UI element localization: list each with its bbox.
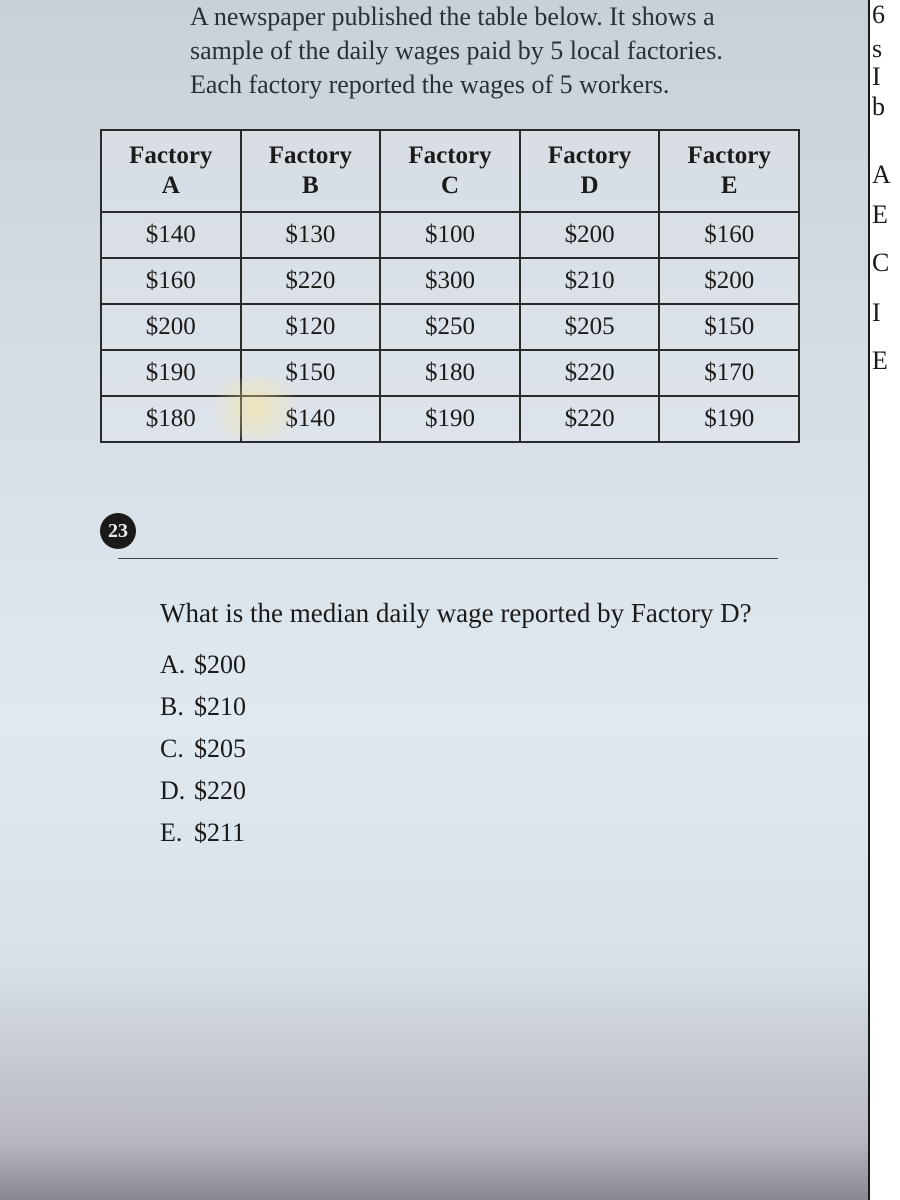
table-row: $200 $120 $250 $205 $150 — [101, 304, 799, 350]
table-row: $180 $140 $190 $220 $190 — [101, 396, 799, 442]
cell: $200 — [659, 258, 799, 304]
cell: $140 — [241, 396, 381, 442]
choice-a: A.$200 — [160, 650, 800, 680]
cell: $120 — [241, 304, 381, 350]
edge-fragment: E — [872, 200, 896, 230]
question-number-badge: 23 — [100, 513, 136, 549]
intro-text: A newspaper published the table below. I… — [100, 0, 800, 101]
cell: $190 — [101, 350, 241, 396]
cell: $100 — [380, 212, 520, 258]
cell: $180 — [101, 396, 241, 442]
edge-fragment: I — [872, 298, 896, 328]
question-text: What is the median daily wage reported b… — [100, 595, 800, 631]
wage-table: FactoryA FactoryB FactoryC FactoryD Fact… — [100, 129, 800, 443]
col-header-c: FactoryC — [380, 130, 520, 212]
cell: $150 — [659, 304, 799, 350]
cell: $190 — [380, 396, 520, 442]
col-header-a: FactoryA — [101, 130, 241, 212]
cell: $170 — [659, 350, 799, 396]
edge-fragment: b — [872, 92, 896, 122]
table-header-row: FactoryA FactoryB FactoryC FactoryD Fact… — [101, 130, 799, 212]
table-row: $160 $220 $300 $210 $200 — [101, 258, 799, 304]
adjacent-page-edge: 6 s I b A E C I E — [868, 0, 900, 1200]
edge-fragment: s — [872, 34, 896, 64]
cell: $220 — [241, 258, 381, 304]
cell: $210 — [520, 258, 660, 304]
col-header-d: FactoryD — [520, 130, 660, 212]
cell: $130 — [241, 212, 381, 258]
cell: $160 — [659, 212, 799, 258]
edge-fragment: 6 — [872, 0, 896, 30]
edge-fragment: A — [872, 160, 896, 190]
question-divider — [118, 558, 778, 559]
choice-d: D.$220 — [160, 776, 800, 806]
edge-fragment: C — [872, 248, 896, 278]
cell: $160 — [101, 258, 241, 304]
answer-choices: A.$200 B.$210 C.$205 D.$220 E.$211 — [100, 650, 800, 848]
table-row: $190 $150 $180 $220 $170 — [101, 350, 799, 396]
col-header-b: FactoryB — [241, 130, 381, 212]
table-row: $140 $130 $100 $200 $160 — [101, 212, 799, 258]
cell: $180 — [380, 350, 520, 396]
choice-b: B.$210 — [160, 692, 800, 722]
cell: $220 — [520, 396, 660, 442]
cell: $150 — [241, 350, 381, 396]
cell: $205 — [520, 304, 660, 350]
cell: $250 — [380, 304, 520, 350]
cell: $140 — [101, 212, 241, 258]
edge-fragment: I — [872, 62, 896, 92]
cell: $300 — [380, 258, 520, 304]
col-header-e: FactoryE — [659, 130, 799, 212]
cell: $190 — [659, 396, 799, 442]
choice-c: C.$205 — [160, 734, 800, 764]
cell: $200 — [520, 212, 660, 258]
cell: $200 — [101, 304, 241, 350]
cell: $220 — [520, 350, 660, 396]
edge-fragment: E — [872, 346, 896, 376]
choice-e: E.$211 — [160, 818, 800, 848]
